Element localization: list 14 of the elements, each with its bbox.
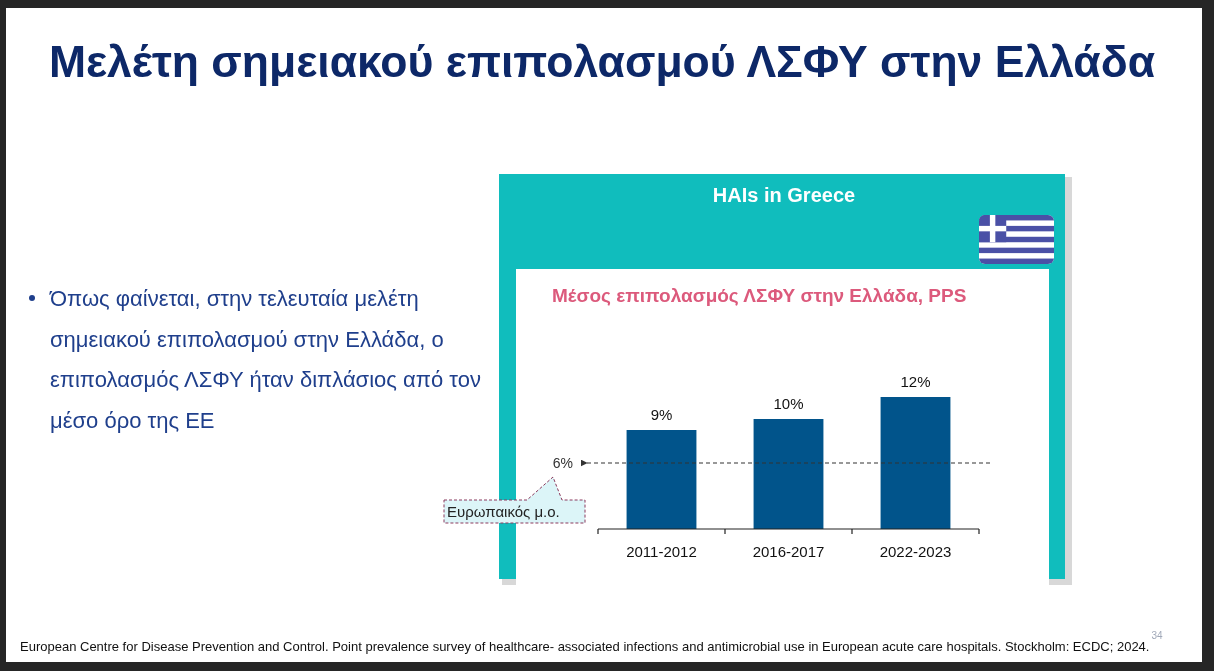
data-label: 12% xyxy=(900,373,931,390)
chart-title: Μελέτη σημειακού επιπολασμού ΛΣΦΥ στην Ελλάδα xyxy=(48,37,1156,86)
data-label: 10% xyxy=(773,395,804,412)
x-tick-label: 2011-2012 xyxy=(626,543,697,560)
chart-subtitle: Μέσος επιπολασμός ΛΣΦΥ στην Ελλάδα, PPS xyxy=(552,285,967,306)
text: HAIs in Greece xyxy=(712,184,856,206)
x-tick-label: 2022-2023 xyxy=(879,543,952,560)
text: 34 xyxy=(1151,630,1163,641)
ref-line-label: 6% xyxy=(552,455,573,471)
text: European Centre for Disease Prevention and Control. Point prevalence survey of healthcare- associated infections and antimicrobial use in European acute care hospitals. Stockholm: ECDC; 2024. xyxy=(20,639,1150,654)
data-label: 9% xyxy=(650,406,673,423)
x-tick-label: 2016-2017 xyxy=(752,543,825,560)
text: Ευρωπαικός μ.ο. xyxy=(447,503,560,520)
text: Όπως φαίνεται, στην τελευταία μελέτη σημειακού επιπολασμού στην Ελλάδα, ο επιπολασμός ΛΣΦΥ ήταν διπλάσιος από τον μέσο όρο της ΕΕ xyxy=(49,286,481,433)
